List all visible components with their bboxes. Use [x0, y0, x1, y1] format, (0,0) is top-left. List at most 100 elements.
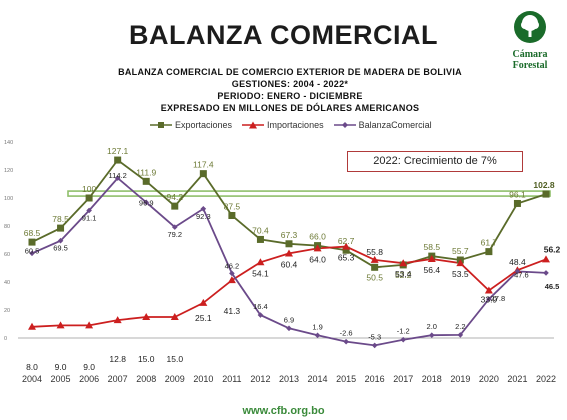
y-tick-label-0: 0	[4, 336, 7, 342]
point-exportaciones-2013	[285, 240, 293, 248]
data-label-importaciones-2012: 54.1	[252, 268, 269, 278]
point-balanza-2008	[143, 199, 150, 206]
data-label-balanza-2020: 27.8	[491, 294, 506, 303]
y-tick-label-100: 100	[4, 196, 13, 202]
tree-logo-icon	[514, 11, 546, 43]
data-label-exportaciones-2008: 111.9	[136, 167, 156, 177]
x-tick-label-2009: 2009	[165, 374, 185, 384]
data-label-exportaciones-2021: 96.1	[509, 189, 526, 199]
point-exportaciones-2007	[114, 156, 122, 164]
y-tick-label-20: 20	[4, 308, 10, 314]
point-importaciones-2008	[142, 313, 151, 320]
x-tick-label-2022: 2022	[536, 374, 556, 384]
subtitle-line-2: GESTIONES: 2004 - 2022*	[231, 79, 349, 89]
point-exportaciones-2015	[342, 246, 350, 254]
point-balanza-2004	[29, 250, 35, 257]
camara-forestal-logo: Cámara Forestal	[497, 10, 563, 71]
legend-label-exportaciones: Exportaciones	[175, 120, 233, 130]
x-tick-label-2015: 2015	[336, 374, 356, 384]
data-label-importaciones-2006: 9.0	[83, 362, 95, 372]
point-balanza-2007	[114, 175, 121, 181]
data-label-exportaciones-2006: 100	[82, 184, 96, 194]
reference-band-2022	[67, 190, 551, 197]
legend-item-exportaciones: Exportaciones	[150, 120, 232, 130]
data-label-exportaciones-2011: 87.5	[224, 202, 241, 212]
data-label-importaciones-2021: 48.4	[509, 257, 526, 267]
data-label-exportaciones-2010: 117.4	[193, 160, 214, 170]
point-importaciones-2016	[370, 255, 379, 263]
point-balanza-2021	[514, 268, 521, 275]
point-exportaciones-2011	[228, 212, 236, 219]
point-importaciones-2007	[113, 316, 122, 324]
data-label-importaciones-2010: 25.1	[195, 313, 212, 323]
data-label-importaciones-2009: 15.0	[167, 354, 184, 364]
data-label-exportaciones-2013: 67.3	[281, 230, 298, 240]
data-label-importaciones-2017: 53.4	[395, 269, 412, 279]
point-balanza-2014	[314, 332, 321, 339]
x-tick-label-2021: 2021	[507, 374, 527, 384]
data-label-balanza-2009: 79.2	[167, 230, 182, 239]
point-importaciones-2011	[227, 276, 236, 284]
x-tick-label-2010: 2010	[193, 374, 213, 384]
y-tick-label-40: 40	[4, 280, 10, 286]
data-label-exportaciones-2018: 58.5	[424, 242, 441, 252]
website-footer: www.cfb.org.bo	[242, 405, 325, 417]
data-label-balanza-2012: 16.4	[253, 302, 268, 311]
point-importaciones-2010	[199, 298, 208, 306]
point-importaciones-2020	[484, 286, 493, 294]
data-label-exportaciones-2022: 102.8	[533, 180, 555, 190]
point-importaciones-2006	[85, 321, 94, 329]
x-tick-label-2018: 2018	[422, 374, 442, 384]
data-label-balanza-2022: 46.5	[545, 282, 560, 291]
point-exportaciones-2021	[513, 199, 521, 207]
data-label-balanza-2017: -1.2	[397, 327, 410, 336]
point-exportaciones-2009	[171, 202, 179, 210]
data-label-importaciones-2004: 8.0	[26, 362, 38, 372]
x-tick-label-2005: 2005	[51, 374, 71, 384]
point-importaciones-2015	[342, 242, 351, 250]
point-balanza-2009	[171, 224, 178, 230]
point-exportaciones-2006	[85, 194, 93, 202]
growth-callout: 2022: Crecimiento de 7%	[347, 151, 523, 172]
point-importaciones-2012	[256, 258, 265, 266]
subtitle-line-3: PERIODO: ENERO - DICIEMBRE	[217, 91, 363, 101]
data-label-exportaciones-2012: 70.4	[252, 225, 269, 235]
point-importaciones-2009	[170, 313, 179, 320]
point-importaciones-2013	[285, 249, 293, 257]
x-tick-label-2012: 2012	[250, 374, 270, 384]
data-label-balanza-2021: 47.6	[514, 270, 529, 279]
data-label-importaciones-2011: 41.3	[224, 306, 241, 316]
legend-item-balanza: BalanzaComercial	[333, 120, 432, 130]
data-label-importaciones-2016: 55.8	[366, 247, 383, 257]
data-label-balanza-2014: 1.9	[312, 322, 322, 331]
point-balanza-2017	[400, 336, 407, 343]
legend-label-balanza: BalanzaComercial	[358, 120, 432, 130]
data-label-balanza-2010: 92.3	[196, 212, 211, 221]
data-label-importaciones-2014: 64.0	[309, 254, 326, 264]
data-label-importaciones-2020: 33.9	[481, 295, 498, 305]
point-exportaciones-2004	[28, 238, 36, 246]
data-label-exportaciones-2007: 127.1	[107, 146, 129, 156]
logo-text: Cámara Forestal	[512, 49, 548, 71]
point-importaciones-2014	[313, 244, 322, 252]
point-exportaciones-2022	[542, 190, 550, 198]
point-balanza-2022	[543, 270, 549, 276]
point-exportaciones-2016	[371, 263, 379, 271]
x-tick-label-2011: 2011	[222, 374, 241, 384]
page-title: BALANZA COMERCIAL	[129, 20, 438, 50]
data-label-exportaciones-2016: 50.5	[366, 272, 383, 282]
point-balanza-2019	[457, 332, 464, 338]
point-exportaciones-2008	[142, 177, 150, 185]
data-label-balanza-2005: 69.5	[53, 244, 68, 253]
point-exportaciones-2005	[57, 224, 65, 232]
data-label-exportaciones-2014: 66.0	[309, 232, 326, 242]
legend-item-importaciones: Importaciones	[242, 120, 324, 130]
point-balanza-2011	[229, 270, 235, 277]
subtitle-line-4: EXPRESADO EN MILLONES DE DÓLARES AMERICA…	[160, 103, 420, 113]
chart-legend: Exportaciones Importaciones BalanzaComer…	[150, 120, 432, 130]
x-tick-label-2016: 2016	[365, 374, 385, 384]
point-exportaciones-2020	[485, 248, 493, 256]
data-label-balanza-2007: 114.2	[109, 171, 127, 180]
data-label-balanza-2004: 60.5	[25, 246, 40, 255]
